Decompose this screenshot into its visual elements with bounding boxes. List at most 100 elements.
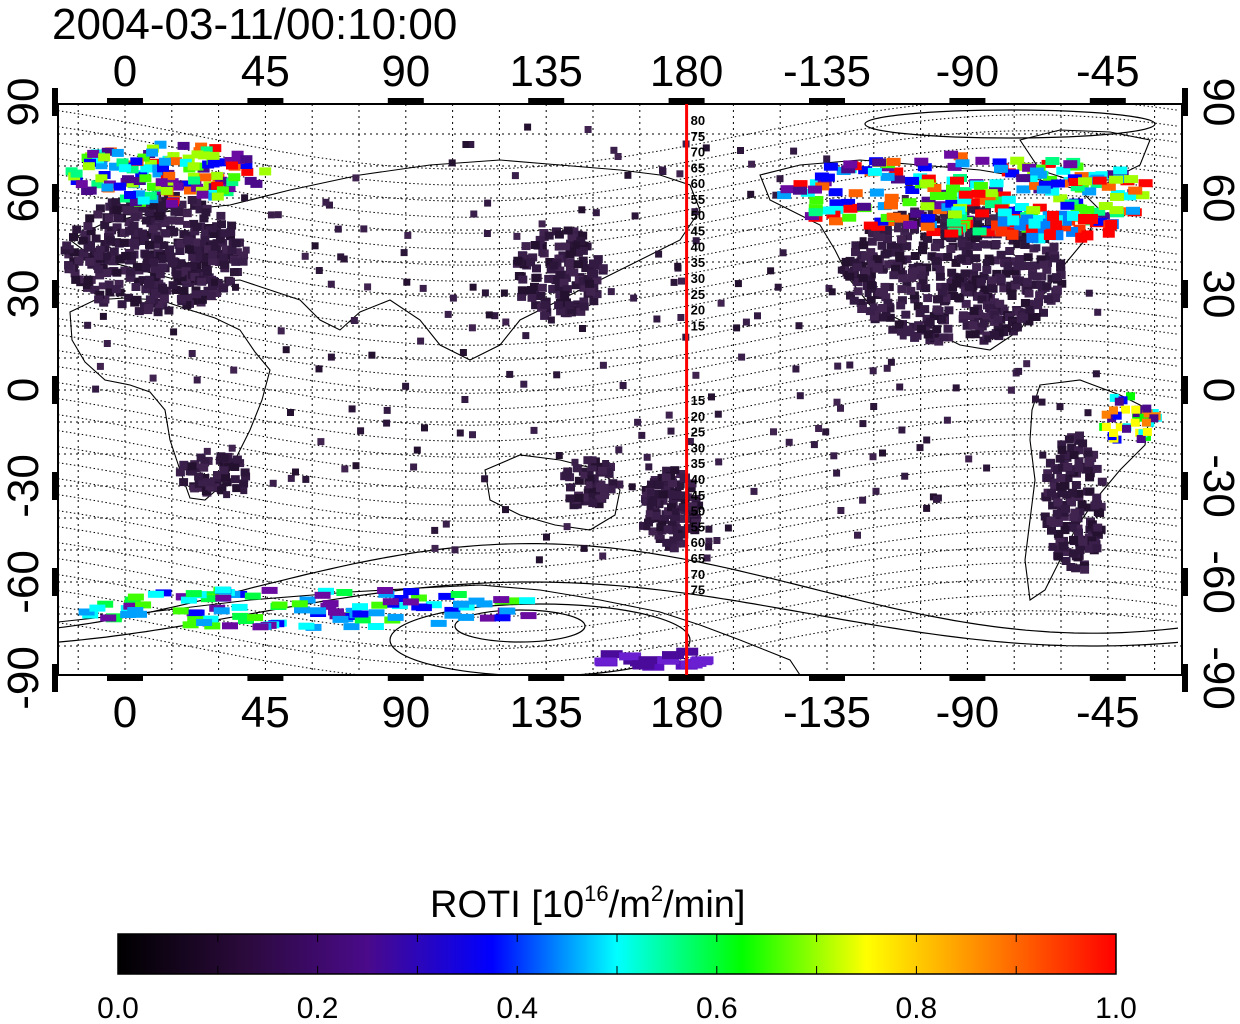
roti-cell [754, 312, 761, 320]
roti-cell [210, 245, 220, 254]
top-lon-tick-label: 45 [241, 47, 290, 96]
roti-cell [887, 358, 895, 366]
roti-cell [643, 453, 651, 461]
roti-cell [1092, 528, 1102, 537]
roti-cell [792, 365, 800, 373]
roti-cell [1051, 294, 1061, 303]
roti-cell [216, 211, 226, 220]
roti-cell [519, 597, 536, 605]
roti-cell [448, 159, 456, 167]
roti-cell [669, 544, 679, 553]
roti-cell [931, 215, 941, 224]
roti-cell [857, 262, 867, 271]
roti-cell [923, 330, 933, 339]
left-lat-tick-label: -90 [0, 646, 48, 710]
roti-cell [1042, 218, 1055, 229]
roti-cell [592, 276, 602, 285]
roti-cell [195, 269, 205, 277]
roti-cell [672, 491, 682, 499]
roti-cell [224, 157, 237, 165]
roti-cell [866, 296, 876, 305]
roti-cell [876, 233, 886, 242]
roti-cell [678, 277, 685, 285]
roti-cell [1074, 528, 1083, 537]
roti-cell [444, 310, 452, 318]
roti-cell [402, 382, 410, 390]
roti-cell [1001, 195, 1016, 204]
roti-cell [946, 278, 956, 287]
roti-cell [677, 314, 685, 321]
roti-cell [470, 210, 478, 218]
colorbar-title-middle: /m [608, 884, 651, 926]
roti-cell [1059, 221, 1071, 232]
roti-cell [200, 234, 210, 242]
colorbar: 0.0 0.2 0.4 0.6 0.8 1.0 [97, 933, 1137, 1024]
colorbar-title-exponent-1: 16 [584, 881, 609, 906]
roti-cell [680, 473, 690, 482]
roti-cell [97, 600, 114, 608]
roti-cell [565, 266, 575, 275]
roti-cell [530, 426, 538, 434]
roti-cell [851, 241, 861, 250]
contour-label-north: 25 [691, 287, 705, 302]
bottom-axis-tick [1089, 675, 1126, 681]
roti-cell [526, 258, 536, 267]
roti-cell [880, 282, 890, 291]
roti-cell [188, 609, 205, 617]
roti-cell [201, 261, 211, 270]
roti-cell [994, 273, 1004, 282]
roti-cell [975, 209, 990, 218]
roti-cell [107, 226, 117, 235]
roti-cell [962, 321, 972, 330]
colorbar-title-suffix: /min] [663, 884, 746, 926]
roti-cell [599, 552, 607, 560]
roti-cell [301, 252, 309, 260]
roti-cell [858, 166, 873, 175]
roti-cell [1093, 217, 1108, 226]
roti-cell [833, 469, 841, 477]
roti-cell [187, 616, 204, 624]
roti-cell [1135, 191, 1150, 200]
roti-cell [112, 205, 122, 214]
roti-cell [100, 221, 110, 229]
roti-cell [909, 291, 919, 300]
roti-cell [1109, 406, 1118, 415]
roti-cell [941, 215, 949, 223]
magnetic-contour-line [58, 274, 1179, 346]
roti-cell [944, 229, 959, 238]
roti-cell [853, 278, 863, 287]
roti-cell [576, 237, 586, 245]
roti-cell [902, 198, 917, 207]
roti-cell [208, 250, 218, 259]
roti-cell [896, 383, 904, 391]
roti-cell [902, 242, 912, 251]
roti-cell [927, 184, 942, 192]
roti-cell [1095, 509, 1105, 517]
roti-cell [220, 260, 230, 269]
roti-cell [145, 240, 154, 249]
roti-cell [1114, 397, 1124, 406]
roti-cell [842, 213, 857, 222]
roti-cell [1105, 219, 1118, 230]
roti-cell [298, 622, 315, 630]
roti-cell [145, 295, 155, 304]
roti-cell [404, 231, 412, 239]
roti-cell [105, 288, 115, 297]
roti-cell [952, 384, 960, 392]
roti-cell [851, 248, 860, 257]
roti-cell [322, 198, 330, 206]
right-lat-tick-label: -30 [1194, 454, 1240, 518]
roti-cell [425, 601, 442, 609]
roti-cell [662, 538, 672, 547]
roti-cell [828, 288, 836, 296]
roti-cell [207, 159, 220, 168]
roti-cell [999, 284, 1009, 293]
roti-cell [169, 227, 179, 236]
roti-cell [190, 272, 200, 281]
roti-cell [95, 271, 105, 280]
roti-cell [589, 259, 598, 268]
roti-cell [493, 596, 510, 604]
roti-cell [955, 159, 970, 168]
roti-cell [946, 245, 956, 253]
roti-cell [647, 498, 657, 507]
